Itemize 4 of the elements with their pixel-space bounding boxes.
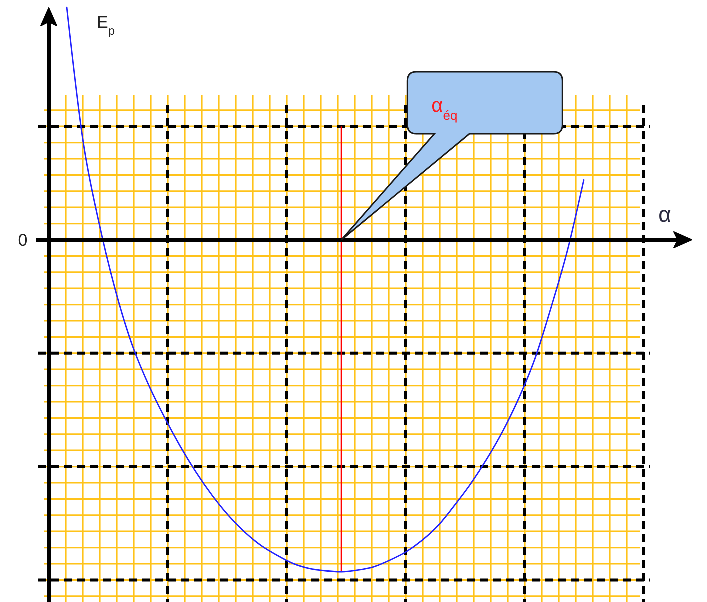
text: 0	[18, 230, 28, 250]
y-axis-title: E$_{p}$	[97, 13, 116, 38]
annotation: α$_{éq}$	[432, 95, 458, 122]
x-axis-title: α	[658, 202, 672, 227]
